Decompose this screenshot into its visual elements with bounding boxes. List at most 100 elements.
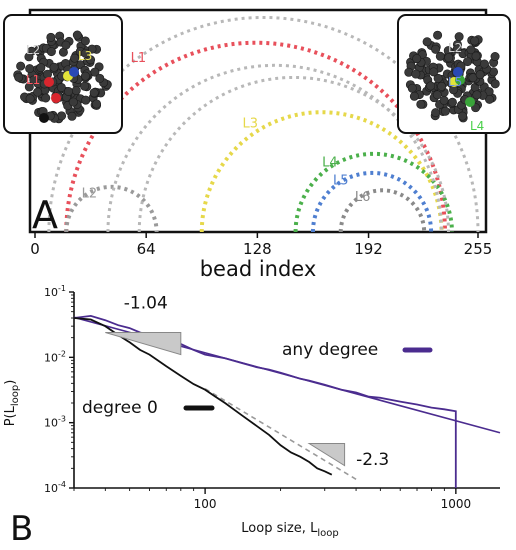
polymer-bead <box>29 75 39 85</box>
polymer-bead <box>458 111 468 121</box>
polymer-bead <box>440 106 450 116</box>
x-tick-label: 100 <box>194 497 217 511</box>
polymer-bead <box>463 57 473 67</box>
polymer-bead <box>471 51 481 61</box>
arc-l5 <box>310 171 434 233</box>
slope-label-2: -2.3 <box>356 450 389 470</box>
arc-gray-7 <box>106 63 444 233</box>
polymer-bead <box>92 99 102 109</box>
panel-a-ticks: 0 64 128 192 255 <box>30 232 492 258</box>
right-inset-label-l4: L4 <box>470 119 484 133</box>
polymer-bead <box>80 36 90 46</box>
polymer-bead <box>24 52 34 62</box>
polymer-bead <box>437 81 447 91</box>
right-inset-label-l2: L2 <box>448 41 462 55</box>
right-inset-label-l5: L5 <box>448 75 462 89</box>
polymer-bead <box>472 90 482 100</box>
polymer-bead <box>41 93 51 103</box>
panel-a-arc-diagram: L1 L2 L3 L4 L5 L6 L2 L3 L1 L6 L2 L5 L4 A 0 64 1… <box>3 8 511 280</box>
arc-label-l1: L1 <box>131 51 147 66</box>
polymer-bead <box>429 67 439 77</box>
highlight-bead <box>465 97 475 107</box>
arc-label-l5: L5 <box>333 173 349 188</box>
right-inset: L2 L5 L4 <box>397 14 511 134</box>
arc-l3 <box>199 110 444 233</box>
panel-b-letter: B <box>10 509 33 549</box>
panel-b-ylabel: P(Lloop) <box>3 380 21 427</box>
slope-triangle-2 <box>307 442 346 467</box>
left-inset-label-l1: L1 <box>26 73 40 87</box>
x-tick-label: 1000 <box>441 497 472 511</box>
polymer-bead <box>24 82 34 92</box>
slope-label-1: -1.04 <box>124 293 168 313</box>
polymer-bead <box>36 63 46 73</box>
polymer-bead <box>479 59 489 69</box>
left-polymer-render <box>13 30 112 124</box>
polymer-bead <box>444 53 454 63</box>
y-tick-label: 10-3 <box>44 415 66 430</box>
panel-a-letter: A <box>32 193 58 237</box>
polymer-bead <box>426 81 436 91</box>
polymer-bead <box>61 40 71 50</box>
polymer-bead <box>409 91 419 101</box>
polymer-bead <box>484 94 494 104</box>
polymer-bead <box>25 94 35 104</box>
polymer-bead <box>80 81 90 91</box>
polymer-bead <box>431 108 441 118</box>
polymer-bead <box>72 30 82 40</box>
highlight-bead <box>39 113 49 123</box>
polymer-bead <box>470 36 480 46</box>
arc-l2 <box>64 184 159 233</box>
polymer-bead <box>25 64 35 74</box>
y-tick-label: 10-4 <box>44 480 66 495</box>
a-tick-label: 192 <box>354 240 383 258</box>
polymer-bead <box>431 44 441 54</box>
left-inset: L2 L3 L1 L6 <box>3 14 123 135</box>
polymer-bead <box>70 53 80 63</box>
polymer-bead <box>422 37 432 47</box>
arc-l4 <box>293 151 454 233</box>
a-tick-label: 255 <box>464 240 493 258</box>
arc-label-l6: L6 <box>355 190 371 205</box>
polymer-bead <box>95 73 105 83</box>
polymer-bead <box>14 72 24 82</box>
polymer-bead <box>46 47 56 57</box>
polymer-bead <box>416 99 426 109</box>
series-line-1 <box>73 317 333 476</box>
legend-label-any-degree: any degree <box>282 340 378 360</box>
polymer-bead <box>466 45 476 55</box>
polymer-bead <box>490 79 500 89</box>
polymer-bead <box>412 54 422 64</box>
polymer-bead <box>33 87 43 97</box>
polymer-bead <box>432 90 442 100</box>
polymer-bead <box>16 61 26 71</box>
polymer-bead <box>454 32 464 42</box>
polymer-bead <box>447 97 457 107</box>
left-inset-label-l3: L3 <box>78 49 92 63</box>
polymer-bead <box>80 48 90 58</box>
polymer-bead <box>475 70 485 80</box>
highlight-bead <box>453 67 463 77</box>
left-inset-label-l6: L6 <box>28 121 42 135</box>
fit-line-1 <box>204 388 357 480</box>
arc-label-l3: L3 <box>243 116 259 131</box>
highlight-bead <box>69 67 79 77</box>
panel-a-xlabel: bead index <box>200 257 317 280</box>
right-polymer-render <box>404 30 500 123</box>
highlight-bead <box>44 77 54 87</box>
a-tick-label: 64 <box>137 240 156 258</box>
polymer-bead <box>46 32 56 42</box>
arc-l6 <box>338 188 427 233</box>
polymer-bead <box>49 62 59 72</box>
legend-label-degree-0: degree 0 <box>82 398 158 418</box>
arc-label-l2: L2 <box>82 187 98 202</box>
arc-label-group: L1 L2 L3 L4 L5 L6 <box>82 51 371 205</box>
a-tick-label: 0 <box>30 240 40 258</box>
y-tick-label: 10-1 <box>44 284 66 299</box>
polymer-bead <box>56 82 66 92</box>
highlight-bead <box>51 93 61 103</box>
series-line-0 <box>73 314 457 488</box>
arc-l1 <box>64 40 447 233</box>
polymer-bead <box>68 97 78 107</box>
polymer-bead <box>89 88 99 98</box>
